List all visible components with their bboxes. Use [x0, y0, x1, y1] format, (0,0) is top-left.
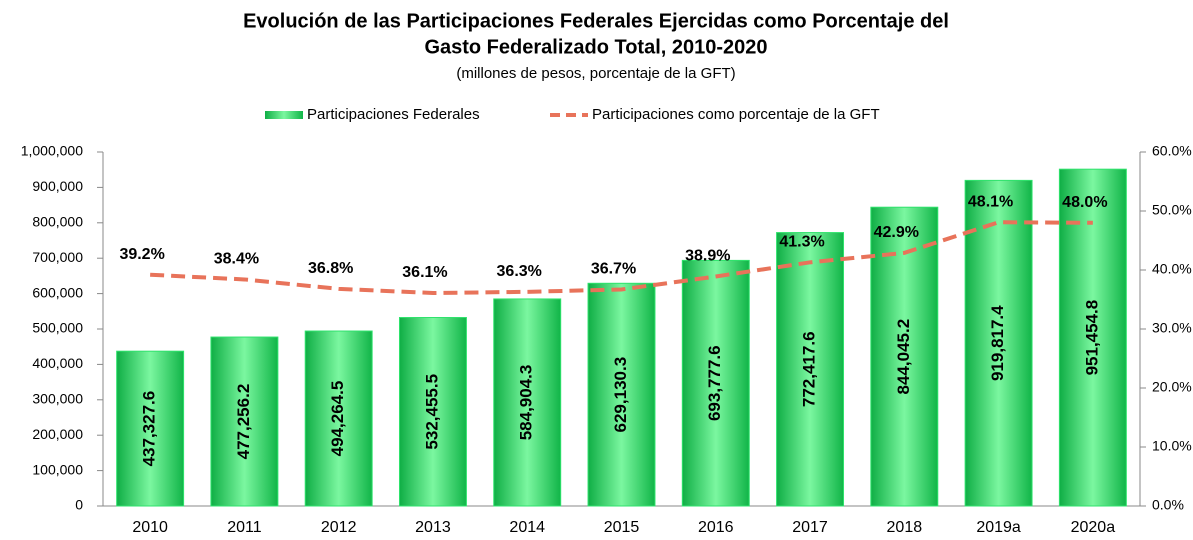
x-tick-label: 2016 [698, 519, 734, 536]
bar [398, 317, 467, 507]
data-label: 48.0% [1062, 194, 1107, 211]
bar [210, 336, 279, 507]
y2-tick-label: 60.0% [1152, 143, 1192, 159]
line [150, 220, 1093, 296]
bar [116, 350, 185, 507]
y-tick-label: 600,000 [32, 284, 83, 300]
data-label: 48.1% [968, 193, 1013, 210]
y-tick-label: 100,000 [32, 461, 83, 477]
bar [304, 330, 373, 507]
data-label: 36.3% [497, 263, 542, 280]
data-label: 41.3% [779, 234, 824, 251]
x-tick-label: 2013 [415, 519, 451, 536]
y-tick-label: 800,000 [32, 214, 83, 230]
data-label: 494,264.5 [328, 381, 347, 457]
x-tick-label: 2012 [321, 519, 357, 536]
data-label: 584,904.3 [517, 365, 536, 441]
data-label: 36.7% [591, 261, 636, 278]
data-label: 951,454.8 [1082, 300, 1101, 376]
bar [681, 259, 750, 507]
y-tick-label: 0 [75, 497, 83, 513]
legend-swatch [265, 111, 303, 119]
y-tick-label: 900,000 [32, 178, 83, 194]
y2-tick-label: 20.0% [1152, 379, 1192, 395]
data-label: 629,130.3 [611, 357, 630, 433]
y2-tick-label: 30.0% [1152, 320, 1192, 336]
y-tick-label: 700,000 [32, 249, 83, 265]
bar [1058, 168, 1127, 507]
x-tick-label: 2018 [887, 519, 923, 536]
bar [964, 179, 1033, 507]
x-tick-label: 2011 [227, 519, 262, 536]
data-label: 844,045.2 [894, 319, 913, 395]
y-tick-label: 1,000,000 [21, 143, 83, 159]
y2-tick-label: 50.0% [1152, 202, 1192, 218]
data-label: 36.8% [308, 260, 353, 277]
chart-title: Gasto Federalizado Total, 2010-2020 [424, 36, 767, 58]
data-label: 36.1% [402, 264, 447, 281]
x-tick-label: 2014 [509, 519, 545, 536]
y2-tick-label: 0.0% [1152, 497, 1184, 513]
y-tick-label: 500,000 [32, 320, 83, 336]
data-label: 477,256.2 [234, 384, 253, 460]
data-label: 919,817.4 [988, 305, 1007, 381]
bar [493, 298, 562, 507]
y2-tick-label: 40.0% [1152, 261, 1192, 277]
legend-label: Participaciones como porcentaje de la GF… [592, 106, 880, 123]
data-label: 532,455.5 [422, 374, 441, 450]
y2-tick-label: 10.0% [1152, 438, 1192, 454]
x-tick-label: 2019a [976, 519, 1021, 536]
data-label: 437,327.6 [140, 391, 159, 467]
bar [870, 206, 939, 507]
x-tick-label: 2010 [132, 519, 168, 536]
data-label: 38.4% [214, 251, 259, 268]
chart-title: Evolución de las Participaciones Federal… [243, 10, 949, 32]
data-label: 42.9% [874, 224, 919, 241]
y-tick-label: 200,000 [32, 426, 83, 442]
bar [776, 232, 845, 507]
x-tick-label: 2020a [1071, 519, 1116, 536]
legend-label: Participaciones Federales [307, 106, 480, 123]
data-label: 693,777.6 [705, 345, 724, 421]
y-tick-label: 300,000 [32, 391, 83, 407]
data-label: 772,417.6 [800, 331, 819, 407]
y-tick-label: 400,000 [32, 355, 83, 371]
data-label: 38.9% [685, 248, 730, 265]
x-tick-label: 2017 [792, 519, 828, 536]
chart-subtitle: (millones de pesos, porcentaje de la GFT… [456, 65, 735, 82]
bar [587, 282, 656, 507]
x-tick-label: 2015 [604, 519, 640, 536]
data-label: 39.2% [119, 246, 164, 263]
